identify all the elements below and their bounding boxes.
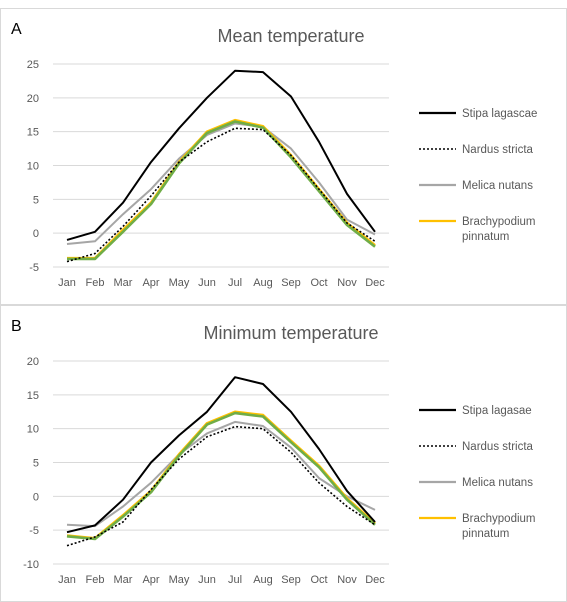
legend-label: Melica nutans bbox=[462, 477, 533, 489]
legend-label: Brachypodium bbox=[462, 216, 536, 228]
y-tick-label: 5 bbox=[33, 458, 39, 470]
series-line-1 bbox=[66, 376, 376, 534]
y-tick-label: -10 bbox=[23, 559, 39, 571]
legend-label: pinnatum bbox=[462, 231, 509, 243]
y-tick-label: 15 bbox=[27, 127, 39, 139]
y-tick-label: 10 bbox=[27, 424, 39, 436]
y-tick-label: 5 bbox=[33, 194, 39, 206]
x-tick-label: Mar bbox=[114, 277, 133, 289]
x-tick-label: Jun bbox=[198, 277, 216, 289]
legend-label: Melica nutans bbox=[462, 180, 533, 192]
x-tick-label: Dec bbox=[365, 277, 385, 289]
y-tick-label: 25 bbox=[27, 59, 39, 71]
series-line-4 bbox=[67, 118, 376, 260]
x-tick-label: Jan bbox=[58, 574, 76, 586]
series-line-2 bbox=[66, 425, 376, 547]
y-tick-label: 20 bbox=[27, 93, 39, 105]
x-tick-label: Jun bbox=[198, 574, 216, 586]
legend-label: Brachypodium bbox=[462, 513, 536, 525]
series-line-2 bbox=[66, 127, 376, 263]
x-tick-label: Sep bbox=[281, 277, 301, 289]
x-tick-label: Sep bbox=[281, 574, 301, 586]
x-tick-label: Nov bbox=[337, 574, 357, 586]
y-tick-label: 0 bbox=[33, 491, 39, 503]
y-tick-label: 10 bbox=[27, 161, 39, 173]
series-line-4 bbox=[66, 410, 376, 540]
series-line-1 bbox=[66, 69, 376, 241]
legend-label: Stipa lagasae bbox=[462, 405, 532, 417]
legend-label: Nardus stricta bbox=[462, 144, 534, 156]
x-tick-label: Jul bbox=[228, 277, 242, 289]
y-tick-label: -5 bbox=[29, 525, 39, 537]
legend-label: Nardus stricta bbox=[462, 441, 534, 453]
x-tick-label: Apr bbox=[142, 574, 159, 586]
x-tick-label: Apr bbox=[142, 277, 159, 289]
x-tick-label: Nov bbox=[337, 277, 357, 289]
series-line-5 bbox=[67, 120, 376, 261]
series-line-3 bbox=[66, 122, 376, 245]
legend-label: pinnatum bbox=[462, 528, 509, 540]
y-tick-label: -5 bbox=[29, 262, 39, 274]
chart-mean-temperature: A Mean temperature -5 0 5 10 15 20 25 Jan Feb Mar Ap… bbox=[11, 21, 537, 289]
x-tick-label: Mar bbox=[114, 574, 133, 586]
x-tick-label: May bbox=[169, 574, 190, 586]
y-tick-label: 20 bbox=[27, 356, 39, 368]
x-tick-label: Aug bbox=[253, 277, 273, 289]
x-tick-label: Aug bbox=[253, 574, 273, 586]
x-tick-label: Oct bbox=[310, 574, 327, 586]
x-tick-label: May bbox=[169, 277, 190, 289]
panel-letter: A bbox=[11, 21, 22, 38]
x-tick-label: Feb bbox=[86, 277, 105, 289]
chart-title: Minimum temperature bbox=[203, 323, 378, 343]
x-tick-label: Dec bbox=[365, 574, 385, 586]
panel-letter: B bbox=[11, 318, 22, 335]
x-tick-label: Jul bbox=[228, 574, 242, 586]
series-line-5 bbox=[66, 411, 376, 541]
x-tick-label: Oct bbox=[310, 277, 327, 289]
chart-minimum-temperature: B Minimum temperature -10 -5 0 5 10 15 20 Jan Feb M… bbox=[11, 318, 536, 586]
y-tick-label: 15 bbox=[27, 390, 39, 402]
x-tick-label: Jan bbox=[58, 277, 76, 289]
series-line-3 bbox=[66, 420, 376, 528]
panel-minimum-temperature: B Minimum temperature -10 -5 0 5 10 15 20 Jan Feb M… bbox=[0, 305, 567, 602]
legend-label: Stipa lagascae bbox=[462, 108, 537, 120]
x-tick-label: Feb bbox=[86, 574, 105, 586]
panel-mean-temperature: A Mean temperature -5 0 5 10 15 20 25 Jan Feb Mar Ap… bbox=[0, 8, 567, 305]
chart-title: Mean temperature bbox=[217, 26, 364, 46]
y-tick-label: 0 bbox=[33, 228, 39, 240]
